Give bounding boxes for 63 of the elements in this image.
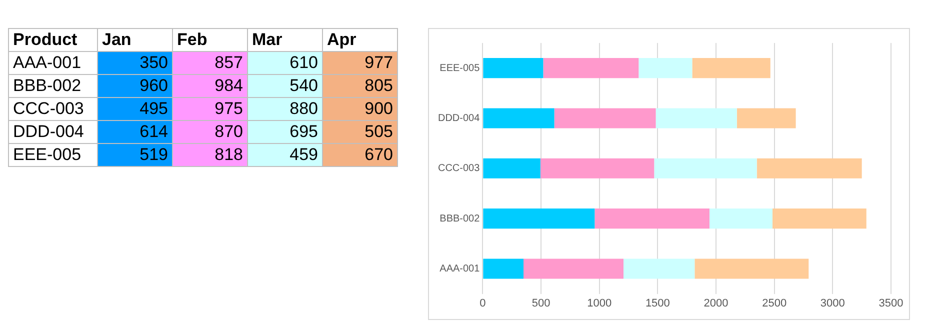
y-tick-label: CCC-003 [438,163,480,174]
x-tick-label: 2000 [704,297,728,310]
bar [540,158,654,178]
bar [656,108,737,128]
data-label: 984 [172,74,248,98]
y-tick-label: EEE-005 [8,144,98,166]
data-label: 818 [172,144,248,166]
x-tick-label: Feb [172,28,248,52]
x-tick-label: 3500 [878,297,904,310]
bar [654,158,757,178]
y-tick-label: AAA-001 [8,52,98,74]
bar [623,258,695,279]
bar [483,158,540,178]
data-label: 960 [98,74,172,98]
data-label: 540 [248,74,322,98]
x-tick-label: Apr [322,28,398,52]
data-label: 505 [322,120,398,144]
x-tick-label: 1500 [645,297,670,310]
data-label: 880 [248,98,322,120]
bar [554,108,656,128]
y-tick-label: DDD-004 [438,112,480,124]
x-tick-label: 500 [532,297,550,310]
data-label: 610 [248,52,322,74]
data-label: 519 [98,144,172,166]
x-tick-label: 0 [480,297,486,310]
bar [694,258,809,279]
x-axis-title: Product [8,28,98,52]
data-label: 350 [98,52,172,74]
bar [772,208,866,229]
y-tick-label: DDD-004 [8,120,98,144]
bar [483,258,524,279]
bar [736,108,796,128]
data-label: 975 [172,98,248,120]
bar [756,158,862,178]
bar [709,208,772,229]
x-tick-label: 3000 [820,297,845,310]
bar [483,108,554,128]
bar [543,58,639,78]
bar [483,58,544,78]
data-label: 614 [98,120,172,144]
bar [483,208,595,229]
data-label: 857 [172,52,248,74]
bar [638,58,692,78]
data-label: 977 [322,52,398,74]
x-tick-label: Jan [98,28,172,52]
x-tick-label: Mar [248,28,322,52]
data-label: 900 [322,98,398,120]
bar [692,58,770,78]
data-label: 495 [98,98,172,120]
y-tick-label: BBB-002 [440,213,480,224]
bar [594,208,710,229]
x-tick-label: 1000 [587,297,612,310]
y-tick-label: CCC-003 [8,98,98,120]
y-tick-label: BBB-002 [8,74,98,98]
data-label: 459 [248,144,322,166]
data-label: 805 [322,74,398,98]
x-tick-label: 2500 [762,297,787,310]
y-tick-label: AAA-001 [440,263,480,274]
bar [524,258,624,279]
data-label: 670 [322,144,398,166]
data-label: 695 [248,120,322,144]
y-tick-label: EEE-005 [440,62,480,74]
data-label: 870 [172,120,248,144]
